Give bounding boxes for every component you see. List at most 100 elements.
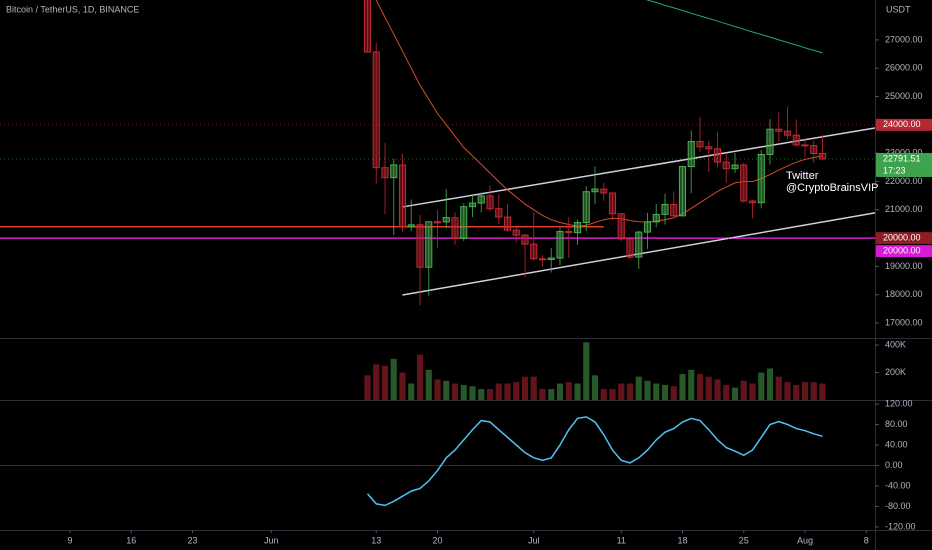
y-tick-label: 22000.00 (885, 176, 923, 186)
candle-body (425, 221, 433, 268)
candle-body (390, 164, 398, 179)
volume-bar (653, 383, 660, 400)
countdown-text: 17:23 (883, 165, 906, 175)
y-tick-label: 21000.00 (885, 204, 923, 214)
candle-body (556, 231, 564, 259)
osc-tick-label: 120.00 (885, 398, 913, 408)
candle-body (740, 164, 748, 202)
candle-body (617, 213, 625, 240)
candle-body (460, 206, 468, 239)
osc-tick-label: -40.00 (885, 480, 911, 490)
candle-body (433, 221, 442, 224)
candle-body (731, 164, 739, 170)
price-label (876, 245, 932, 258)
volume-tick-label: 200K (885, 367, 906, 377)
volume-bar (574, 383, 581, 400)
price-label-text: 20000.00 (883, 232, 921, 242)
price-label (876, 153, 932, 178)
volume-bar (373, 364, 380, 400)
volume-bar (486, 389, 494, 400)
volume-bar (793, 384, 800, 400)
x-tick-label: 8 (864, 535, 869, 545)
x-tick-label: 20 (432, 535, 442, 545)
candle-body (486, 195, 494, 210)
volume-bar (661, 384, 669, 400)
annotation: @CryptoBrainsVIP (786, 182, 878, 194)
price-label-text: 20000.00 (883, 245, 921, 255)
volume-bar (408, 383, 415, 400)
candle-body (582, 191, 590, 224)
x-tick-label: 25 (739, 535, 749, 545)
candle-body (705, 146, 713, 150)
volume-bar (635, 376, 642, 400)
volume-bar (513, 382, 520, 400)
candle-body (748, 200, 757, 204)
candle-body (687, 141, 695, 168)
x-tick-label: 11 (617, 535, 626, 545)
volume-bar (539, 389, 546, 400)
volume-bar (810, 382, 817, 400)
y-tick-label: 18000.00 (885, 289, 923, 299)
volume-bar (504, 383, 511, 400)
volume-bar (609, 389, 616, 400)
volume-bar (775, 376, 782, 400)
volume-bar (434, 379, 441, 400)
candle-body (565, 231, 573, 234)
volume-bar (495, 383, 502, 400)
price-label-text: 24000.00 (883, 119, 921, 129)
candle-body (818, 152, 827, 160)
x-tick-label: 18 (677, 535, 687, 545)
volume-bar (530, 376, 537, 400)
y-tick-label: 26000.00 (885, 63, 923, 73)
volume-bar (758, 372, 765, 400)
volume-bar (556, 383, 564, 400)
y-tick-label: 23000.00 (885, 148, 923, 158)
x-tick-label: Jun (264, 535, 279, 545)
ma_slow-line (645, 0, 823, 54)
volume-bar (679, 373, 686, 400)
candle-body (573, 222, 582, 234)
x-tick-label: 16 (126, 535, 136, 545)
volume-bar (460, 384, 467, 400)
candle-body (713, 148, 722, 163)
volume-bar (626, 383, 634, 400)
wt-line (366, 416, 823, 507)
volume-bar (801, 382, 809, 400)
x-tick-label: 23 (187, 535, 197, 545)
volume-bar (583, 342, 590, 400)
candle-body (538, 258, 547, 261)
candle-body (442, 217, 450, 223)
candle-body (416, 224, 424, 268)
candle-body (678, 166, 687, 217)
volume-bar (705, 376, 712, 400)
volume-bar (425, 369, 432, 400)
volume-bar (723, 384, 730, 400)
candle-body (635, 231, 643, 258)
candle-body (696, 141, 704, 148)
candle-body (792, 134, 800, 146)
volume-tick-label: 400K (885, 339, 906, 349)
x-tick-label: Jul (528, 535, 540, 545)
candle-body (407, 224, 415, 228)
price-label (876, 118, 932, 131)
candle-body (810, 145, 818, 154)
candle-body (521, 234, 529, 245)
candle-body (363, 0, 372, 53)
price-label-text: 22791.51 (883, 153, 921, 163)
y-tick-label: 17000.00 (885, 317, 923, 327)
candle-body (591, 188, 599, 193)
candle-body (381, 167, 389, 179)
candle-body (783, 130, 792, 136)
volume-bar (644, 380, 651, 400)
volume-bar (591, 375, 599, 400)
candle-body (547, 257, 555, 261)
candle-body (530, 243, 538, 260)
volume-bar (416, 354, 424, 400)
volume-bar (731, 387, 739, 400)
x-tick-label: Aug (797, 535, 813, 545)
x-tick-label: 13 (371, 535, 381, 545)
candle-body (503, 216, 512, 231)
volume-bar (521, 376, 529, 400)
